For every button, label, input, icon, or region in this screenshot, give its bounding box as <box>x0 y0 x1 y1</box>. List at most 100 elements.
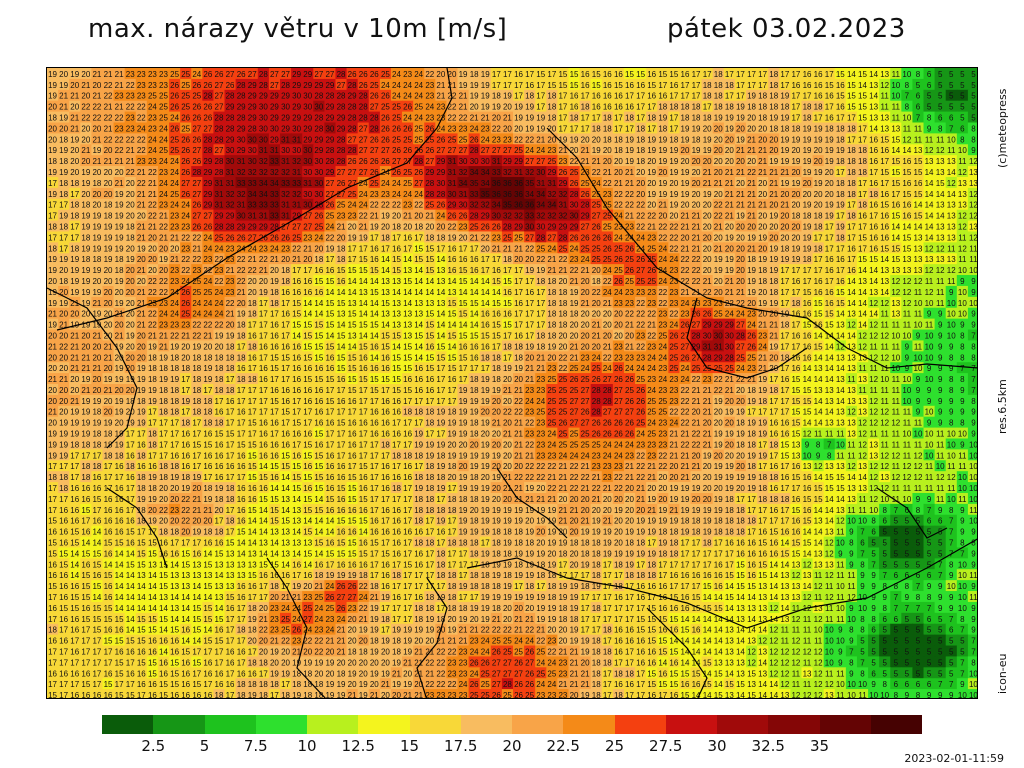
field-cell <box>790 111 803 124</box>
field-cell <box>224 198 237 211</box>
field-value-label: 24 <box>392 70 401 79</box>
field-cell <box>812 100 825 113</box>
field-cell <box>257 209 270 222</box>
field-value-label: 27 <box>325 70 334 79</box>
field-cell <box>368 187 381 200</box>
field-cell <box>890 111 902 124</box>
field-cell <box>612 122 625 134</box>
field-cell <box>679 166 692 178</box>
field-cell <box>845 78 858 91</box>
field-cell <box>69 144 81 156</box>
field-cell <box>701 68 714 80</box>
field-cell <box>180 100 192 113</box>
field-cell <box>601 144 614 156</box>
field-cell <box>490 111 503 124</box>
field-cell <box>723 209 736 222</box>
field-cell <box>557 220 570 233</box>
field-cell <box>590 68 603 80</box>
field-cell <box>69 231 81 243</box>
field-cell <box>623 155 636 167</box>
field-cell <box>80 198 92 211</box>
field-cell <box>524 166 536 178</box>
field-cell <box>169 209 181 222</box>
field-value-label: 5 <box>938 70 943 79</box>
field-value-label: 26 <box>170 81 179 90</box>
field-cell <box>335 176 348 189</box>
field-cell <box>823 155 836 167</box>
field-cell <box>235 231 248 243</box>
field-cell <box>601 198 614 211</box>
field-cell <box>845 144 858 156</box>
field-cell <box>191 176 203 189</box>
field-cell <box>779 209 791 222</box>
field-value-label: 21 <box>115 81 124 90</box>
field-cell <box>213 133 226 145</box>
field-cell <box>402 231 414 243</box>
field-cell <box>180 231 192 243</box>
field-cell <box>169 100 181 113</box>
field-cell <box>335 220 348 233</box>
field-cell <box>734 111 747 124</box>
field-cell <box>834 89 847 102</box>
field-cell <box>47 68 59 80</box>
field-cell <box>80 209 92 222</box>
field-cell <box>712 111 725 124</box>
field-cell <box>146 133 159 145</box>
field-value-label: 17 <box>825 70 834 79</box>
field-cell <box>923 144 936 156</box>
field-cell <box>712 209 725 222</box>
field-cell <box>457 100 470 113</box>
field-cell <box>246 89 259 102</box>
field-cell <box>657 133 669 145</box>
field-cell <box>524 155 536 167</box>
field-cell <box>590 122 603 134</box>
field-cell <box>135 220 148 233</box>
field-cell <box>124 166 137 178</box>
field-cell <box>379 111 392 124</box>
field-cell <box>390 68 403 80</box>
field-cell <box>435 187 448 200</box>
field-cell <box>956 100 969 113</box>
field-cell <box>868 68 880 80</box>
field-cell <box>579 220 592 233</box>
field-cell <box>302 100 314 113</box>
field-cell <box>379 133 392 145</box>
field-cell <box>779 78 791 91</box>
field-cell <box>291 231 303 243</box>
field-cell <box>923 68 936 80</box>
field-cell <box>734 187 747 200</box>
field-cell <box>302 187 314 200</box>
field-value-label: 19 <box>459 81 468 90</box>
field-cell <box>879 220 891 233</box>
field-cell <box>324 155 337 167</box>
field-cell <box>967 78 977 91</box>
field-cell <box>180 144 192 156</box>
field-cell <box>834 144 847 156</box>
field-cell <box>868 78 880 91</box>
field-value-label: 17 <box>725 70 734 79</box>
field-cell <box>934 220 947 233</box>
field-cell <box>646 220 658 233</box>
field-cell <box>623 198 636 211</box>
field-cell <box>590 78 603 91</box>
field-cell <box>623 89 636 102</box>
field-cell <box>746 100 758 113</box>
field-cell <box>157 166 170 178</box>
field-cell <box>402 155 414 167</box>
field-cell <box>424 68 436 80</box>
field-cell <box>657 89 669 102</box>
field-cell <box>490 68 503 80</box>
field-cell <box>213 100 226 113</box>
field-cell <box>723 144 736 156</box>
field-cell <box>635 198 647 211</box>
field-cell <box>368 209 381 222</box>
field-cell <box>513 198 525 211</box>
field-cell <box>490 231 503 243</box>
field-cell <box>668 187 681 200</box>
field-cell <box>213 68 226 80</box>
field-value-label: 21 <box>115 70 124 79</box>
field-cell <box>513 78 525 91</box>
field-cell <box>424 100 436 113</box>
field-cell <box>291 100 303 113</box>
field-cell <box>901 100 914 113</box>
